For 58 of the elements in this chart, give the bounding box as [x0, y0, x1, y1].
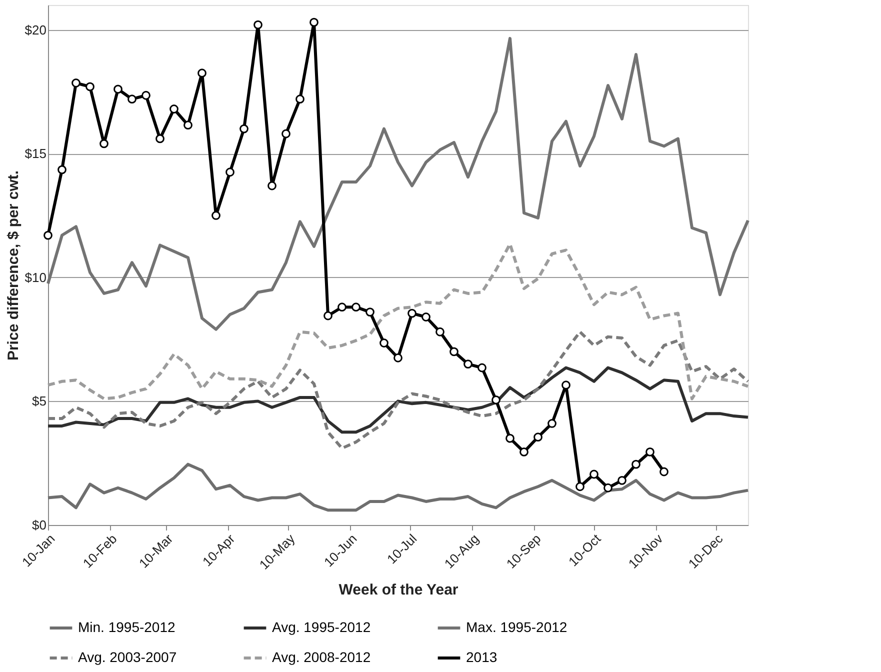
point — [492, 396, 500, 404]
point — [478, 363, 486, 372]
y-tick-label: $5 — [32, 394, 46, 409]
point — [450, 347, 458, 356]
point — [86, 82, 94, 92]
point — [58, 165, 66, 174]
point — [310, 18, 318, 27]
point — [422, 312, 430, 322]
point — [100, 139, 108, 148]
point — [604, 483, 612, 492]
point — [296, 94, 304, 104]
y-tick-label: $0 — [32, 518, 46, 532]
point — [240, 124, 248, 134]
point — [590, 470, 598, 479]
point — [408, 308, 416, 318]
point — [170, 104, 178, 114]
point — [618, 476, 626, 485]
point — [380, 338, 388, 348]
point — [660, 467, 668, 476]
point — [506, 434, 514, 443]
point — [142, 90, 150, 100]
legend-label: 2013 — [466, 649, 498, 665]
point — [198, 68, 206, 78]
point — [338, 302, 346, 312]
point — [72, 78, 80, 88]
point — [436, 327, 444, 336]
point — [114, 84, 122, 94]
point — [212, 211, 220, 220]
point — [646, 448, 654, 456]
point — [394, 353, 402, 362]
point — [464, 360, 472, 368]
point — [534, 432, 542, 442]
y-tick-label: $15 — [24, 146, 46, 162]
point — [352, 302, 360, 312]
y-axis-title: Price difference, $ per cwt. — [4, 170, 22, 361]
point — [576, 482, 584, 492]
y-tick-label: $20 — [24, 22, 46, 38]
point — [254, 20, 262, 30]
point — [128, 94, 136, 104]
legend-label: Avg. 1995-2012 — [272, 619, 371, 635]
point — [548, 419, 556, 428]
point — [520, 448, 528, 456]
x-axis-title: Week of the Year — [338, 581, 458, 598]
legend-label: Max. 1995-2012 — [466, 619, 568, 635]
y-tick-label: $10 — [24, 270, 46, 285]
point — [44, 230, 52, 240]
legend-label: Min. 1995-2012 — [78, 619, 176, 635]
point — [366, 308, 374, 316]
point — [226, 168, 234, 177]
point — [156, 134, 164, 144]
point — [632, 460, 640, 469]
point — [324, 311, 332, 320]
legend-label: Avg. 2003-2007 — [78, 649, 177, 665]
legend-label: Avg. 2008-2012 — [272, 649, 371, 665]
point — [562, 380, 570, 390]
point — [184, 120, 192, 130]
point — [282, 129, 290, 138]
point — [268, 181, 276, 190]
